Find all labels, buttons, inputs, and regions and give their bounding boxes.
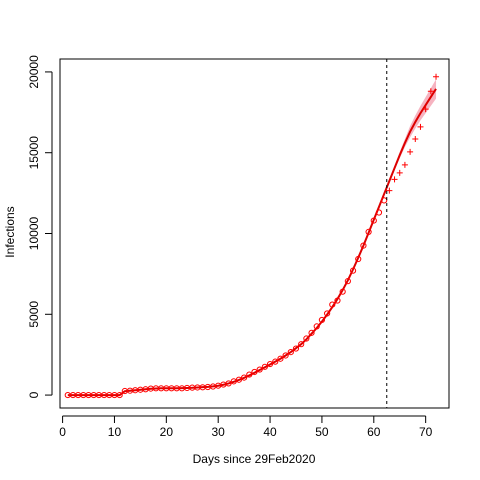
x-tick-label: 30 [212,425,226,439]
x-tick-label: 50 [315,425,329,439]
x-tick-label: 40 [263,425,277,439]
data-point-observed [292,345,300,352]
y-axis: 0 5000 10000 15000 20000 [27,55,53,398]
data-point-observed [251,368,258,376]
x-axis: 0 10 20 30 40 50 60 70 [59,415,433,439]
data-point-observed [116,391,123,399]
data-point-observed [272,358,279,365]
confidence-band-layer [67,79,437,396]
confidence-band [67,79,437,396]
x-tick-label: 20 [160,425,174,439]
data-point-observed [266,360,274,368]
data-point-observed [324,310,331,317]
data-point-observed [370,217,377,224]
y-axis-title: Infections [3,206,17,257]
data-point-observed [256,366,263,373]
data-point-observed [313,323,320,330]
data-point-heldout [417,123,424,130]
data-point-heldout [391,176,398,183]
data-point-observed [225,380,232,387]
data-point-observed [349,267,357,274]
data-point-heldout [427,88,434,95]
data-point-observed [277,355,284,362]
data-point-observed [303,335,310,342]
y-tick-label: 20000 [27,55,41,89]
data-point-observed [375,209,383,216]
y-tick-label: 0 [27,391,41,398]
data-point-observed [287,349,294,356]
data-point-observed [318,316,326,324]
data-point-observed [241,374,248,381]
data-point-observed [355,255,362,263]
data-point-observed [261,363,268,370]
data-point-observed [360,242,367,249]
data-point-observed [298,341,305,348]
x-axis-title: Days since 29Feb2020 [193,452,316,466]
y-tick-label: 15000 [27,136,41,170]
fitted-curve [67,88,437,397]
data-point-observed [329,301,336,308]
data-point-observed [365,228,372,235]
data-point-heldout [407,148,414,155]
data-point-observed [334,297,341,304]
data-point-observed [339,288,346,295]
data-point-observed [381,197,388,204]
x-tick-label: 70 [419,425,433,439]
x-tick-label: 10 [108,425,122,439]
plot-frame [59,58,450,409]
data-point-observed [282,352,289,359]
data-point-observed [344,278,351,285]
data-point-heldout [396,169,403,176]
data-point-heldout [433,73,440,80]
data-point-observed [246,371,253,378]
x-tick-label: 0 [59,425,66,439]
data-point-heldout [412,135,419,142]
data-point-observed [235,376,243,383]
x-tick-label: 60 [367,425,381,439]
data-point-heldout [422,106,429,113]
data-point-heldout [401,161,408,168]
fitted-curve-layer [67,88,437,397]
data-point-observed [308,329,315,336]
y-tick-label: 10000 [27,216,41,250]
data-point-heldout [386,187,393,194]
data-points-layer [64,73,440,399]
y-tick-label: 5000 [27,301,41,328]
